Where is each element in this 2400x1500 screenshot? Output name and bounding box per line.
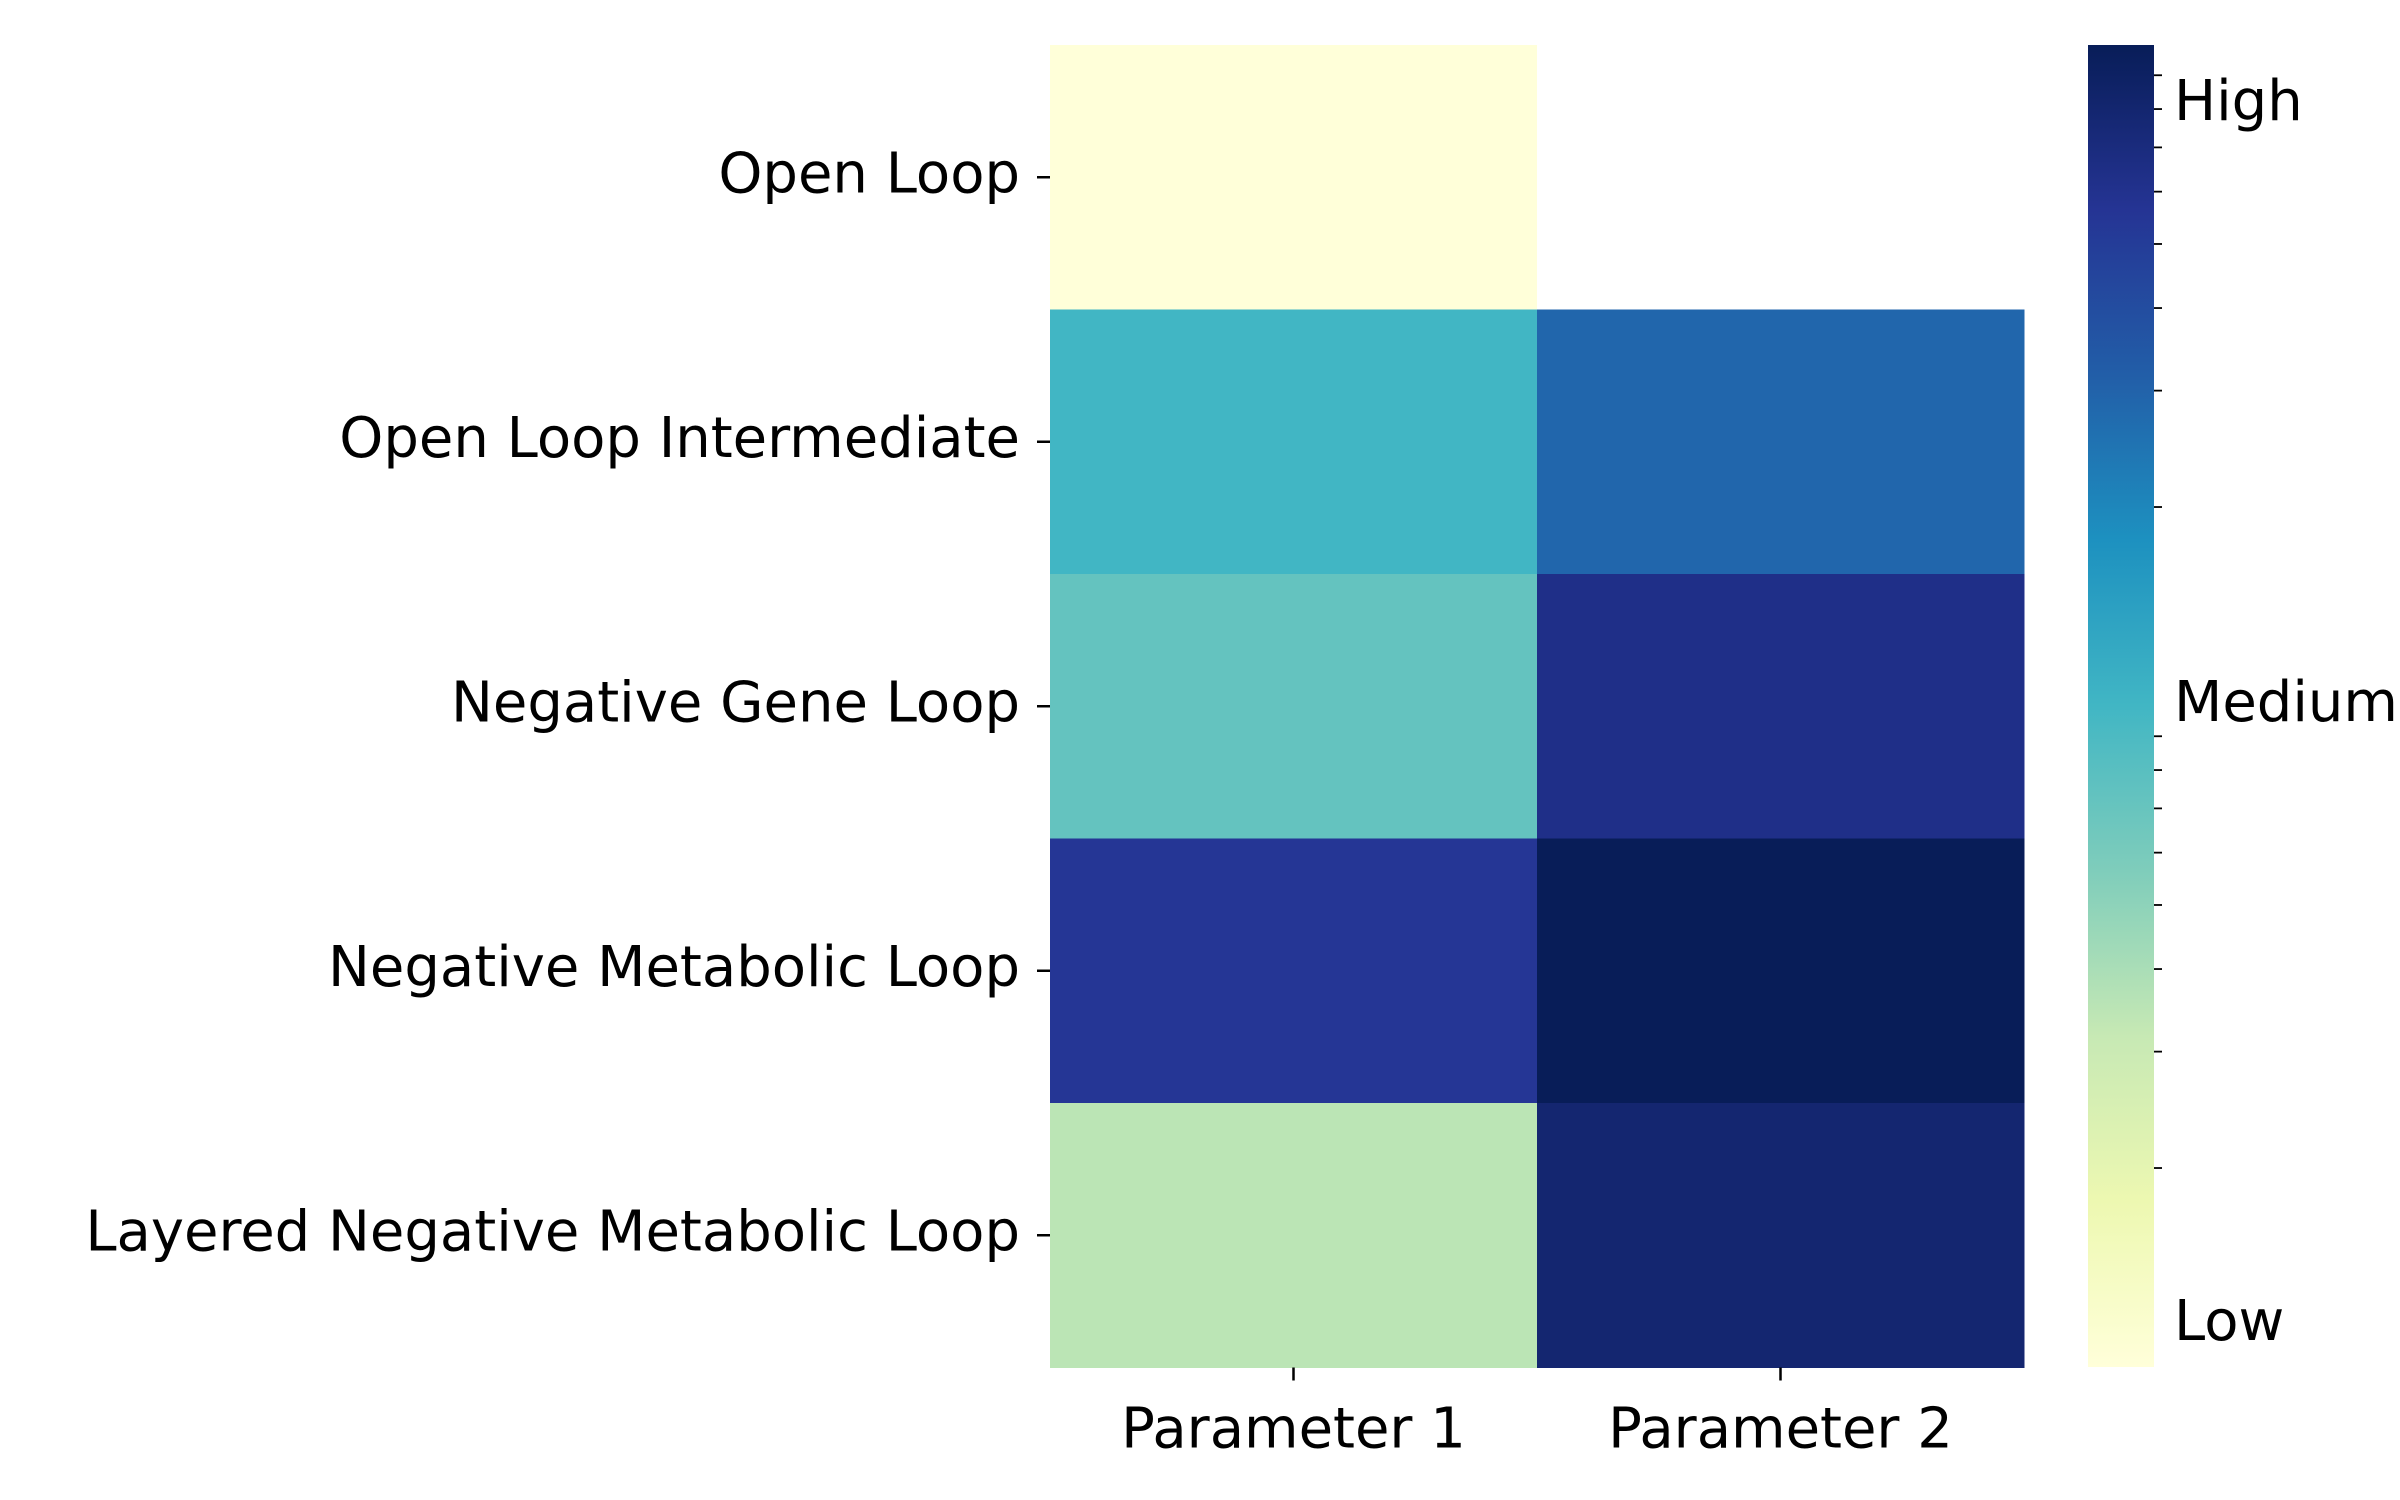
colorbar-gradient (2088, 45, 2154, 1367)
y-tick-label: Open Loop Intermediate (339, 406, 1020, 471)
heatmap-cell (1537, 574, 2025, 839)
y-tick-label: Layered Negative Metabolic Loop (85, 1199, 1020, 1264)
heatmap-cell (1537, 309, 2025, 575)
heatmap-cell (1050, 574, 1538, 839)
heatmap-cell (1537, 45, 2025, 310)
colorbar-tick-label: Low (2174, 1289, 2284, 1354)
y-tick-label: Negative Metabolic Loop (328, 935, 1020, 1000)
colorbar-tick-label: Medium (2174, 670, 2398, 735)
heatmap-cells (1050, 45, 2025, 1368)
y-axis: Open Loop Open Loop Intermediate Negative … (85, 141, 1050, 1264)
colorbar: Low Medium High (2088, 45, 2398, 1367)
heatmap-cell (1050, 309, 1538, 575)
heatmap-cell (1050, 838, 1538, 1104)
heatmap-cell (1537, 838, 2025, 1104)
x-tick-label: Parameter 1 (1121, 1397, 1466, 1462)
y-tick-label: Open Loop (718, 141, 1020, 206)
heatmap-cell (1050, 1103, 1538, 1368)
heatmap-cell (1050, 45, 1538, 310)
heatmap-cell (1537, 1103, 2025, 1368)
x-axis: Parameter 1 Parameter 2 (1121, 1367, 1953, 1462)
x-tick-label: Parameter 2 (1608, 1397, 1953, 1462)
colorbar-tick-label: High (2174, 69, 2303, 134)
y-tick-label: Negative Gene Loop (451, 670, 1020, 735)
